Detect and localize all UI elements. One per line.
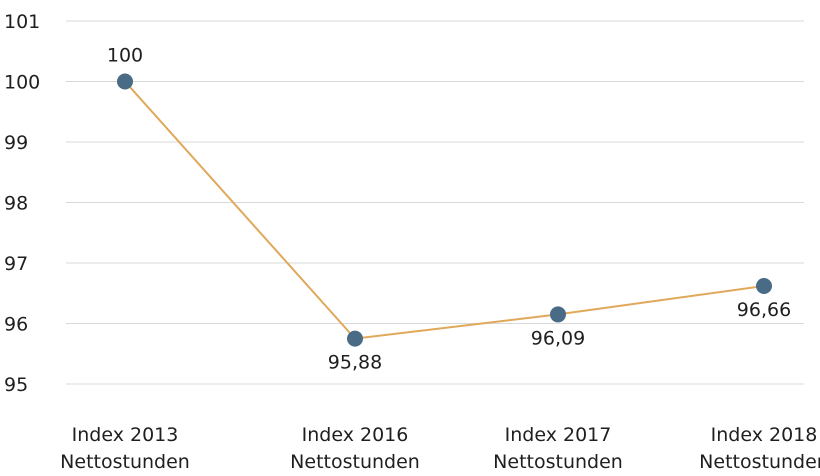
x-category-label-line: Nettostunden bbox=[493, 451, 623, 473]
x-category-label-line: Index 2016 bbox=[302, 424, 409, 446]
x-category-label: Index 2017 Nettostunden bbox=[493, 424, 623, 473]
x-category-label-line: Nettostunden bbox=[699, 451, 820, 473]
x-category-label: Index 2013 Nettostunden bbox=[60, 424, 190, 473]
x-category-label-line: Nettostunden bbox=[60, 451, 190, 473]
gridlines bbox=[66, 20, 804, 385]
x-category-label-line: Index 2018 bbox=[711, 424, 818, 446]
y-tick-label: 99 bbox=[4, 132, 28, 154]
x-category-label-line: Index 2017 bbox=[505, 424, 612, 446]
y-tick-label: 96 bbox=[4, 314, 28, 336]
data-labels: 100 95,88 96,09 96,66 bbox=[107, 45, 791, 374]
y-tick-label: 97 bbox=[4, 253, 28, 275]
data-point-marker bbox=[756, 277, 772, 294]
data-label: 100 bbox=[107, 45, 143, 67]
data-label: 96,09 bbox=[531, 327, 585, 349]
series-line bbox=[124, 80, 765, 340]
y-tick-label: 98 bbox=[4, 193, 28, 215]
y-axis-tick-labels: 95 96 97 98 99 100 101 bbox=[4, 11, 40, 396]
y-tick-label: 95 bbox=[4, 374, 28, 396]
y-tick-label: 100 bbox=[4, 72, 40, 94]
data-label: 96,66 bbox=[737, 299, 791, 321]
x-category-label-line: Nettostunden bbox=[290, 451, 420, 473]
x-category-label: Index 2016 Nettostunden bbox=[290, 424, 420, 473]
data-point-marker bbox=[550, 306, 566, 323]
data-point-marker bbox=[117, 73, 133, 90]
x-category-label-line: Index 2013 bbox=[72, 424, 179, 446]
x-category-label: Index 2018 Nettostunden bbox=[699, 424, 820, 473]
series-group bbox=[117, 73, 772, 347]
data-label: 95,88 bbox=[328, 352, 382, 374]
y-tick-label: 101 bbox=[4, 11, 40, 33]
data-point-marker bbox=[347, 330, 363, 347]
x-axis-category-labels: Index 2013 Nettostunden Index 2016 Nettostu… bbox=[60, 424, 820, 473]
